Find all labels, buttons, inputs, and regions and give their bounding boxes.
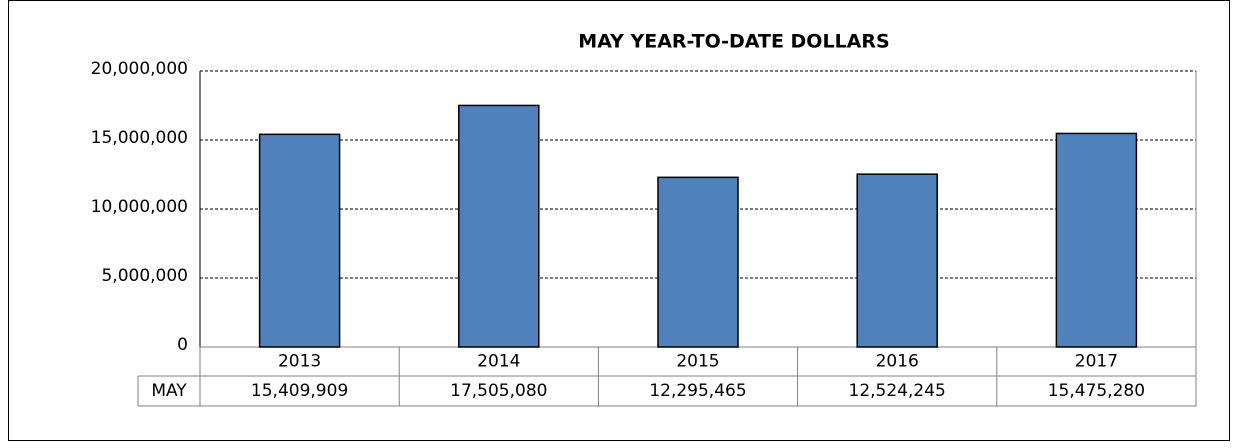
legend-label: MAY	[151, 381, 187, 401]
y-tick-label: 0	[177, 335, 188, 355]
x-tick-label: 2014	[477, 352, 520, 372]
bar	[657, 176, 739, 348]
data-label: 12,295,465	[649, 381, 746, 401]
x-tick-label: 2015	[676, 352, 719, 372]
chart-border	[8, 0, 1230, 441]
chart-title: MAY YEAR-TO-DATE DOLLARS	[578, 31, 889, 53]
y-tick-label: 15,000,000	[91, 128, 188, 148]
data-label: 15,475,280	[1048, 381, 1145, 401]
x-tick-label: 2013	[278, 352, 321, 372]
y-tick-label: 5,000,000	[101, 266, 188, 286]
data-label: 15,409,909	[251, 381, 348, 401]
y-tick-label: 10,000,000	[91, 197, 188, 217]
bar	[258, 133, 341, 348]
y-tick-label: 20,000,000	[91, 59, 188, 79]
bar	[1055, 132, 1138, 348]
bar	[458, 104, 540, 348]
data-label: 12,524,245	[849, 381, 946, 401]
x-tick-label: 2016	[876, 352, 919, 372]
x-tick-label: 2017	[1075, 352, 1118, 372]
data-label: 17,505,080	[450, 381, 547, 401]
bar	[856, 173, 938, 348]
